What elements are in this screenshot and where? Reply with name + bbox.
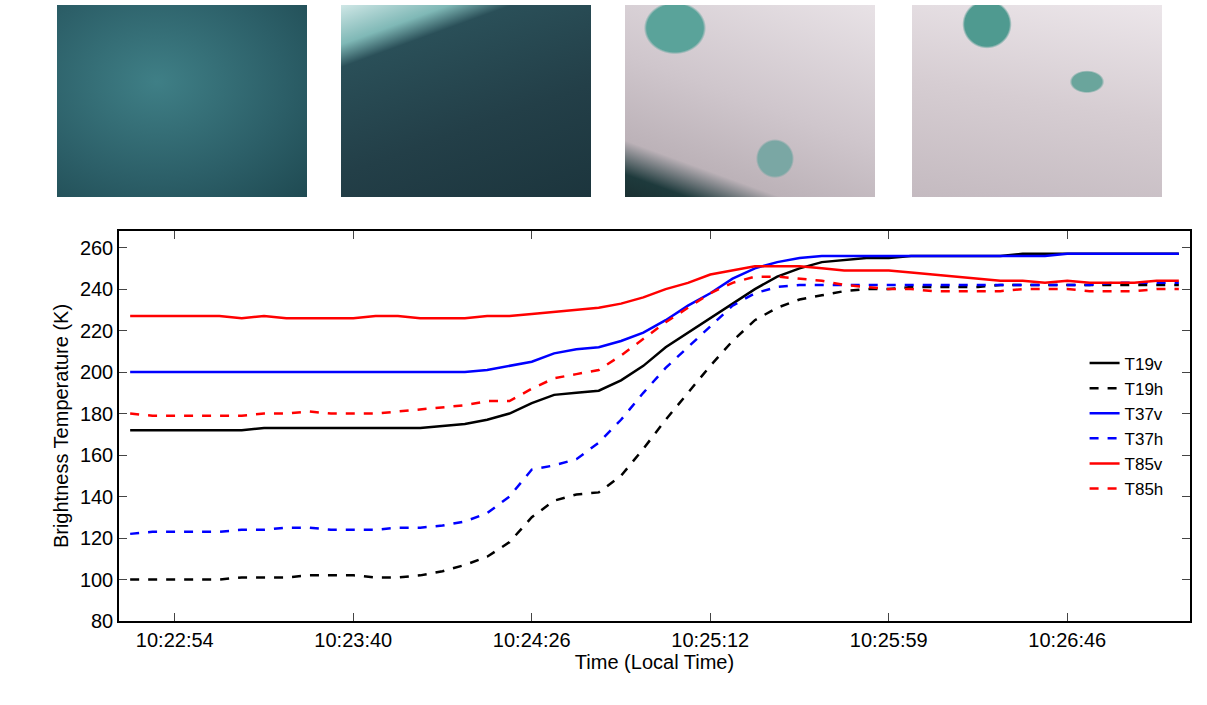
svg-text:T19h: T19h	[1125, 380, 1164, 399]
svg-text:T37h: T37h	[1125, 430, 1164, 449]
svg-text:T19v: T19v	[1125, 355, 1163, 374]
svg-text:Brightness Temperature (K): Brightness Temperature (K)	[50, 304, 72, 548]
svg-text:240: 240	[80, 278, 113, 300]
svg-text:T85v: T85v	[1125, 455, 1163, 474]
svg-text:200: 200	[80, 361, 113, 383]
svg-text:T85h: T85h	[1125, 480, 1164, 499]
svg-text:160: 160	[80, 444, 113, 466]
svg-text:10:25:59: 10:25:59	[850, 629, 928, 651]
svg-text:260: 260	[80, 237, 113, 259]
svg-text:180: 180	[80, 403, 113, 425]
svg-text:220: 220	[80, 320, 113, 342]
svg-text:80: 80	[91, 610, 113, 632]
svg-text:10:25:12: 10:25:12	[671, 629, 749, 651]
svg-text:140: 140	[80, 486, 113, 508]
svg-text:10:26:46: 10:26:46	[1028, 629, 1106, 651]
svg-text:10:22:54: 10:22:54	[136, 629, 214, 651]
svg-text:Time (Local Time): Time (Local Time)	[575, 651, 734, 673]
svg-text:100: 100	[80, 569, 113, 591]
svg-text:T37v: T37v	[1125, 405, 1163, 424]
svg-text:120: 120	[80, 527, 113, 549]
svg-text:10:24:26: 10:24:26	[493, 629, 571, 651]
svg-text:10:23:40: 10:23:40	[314, 629, 392, 651]
